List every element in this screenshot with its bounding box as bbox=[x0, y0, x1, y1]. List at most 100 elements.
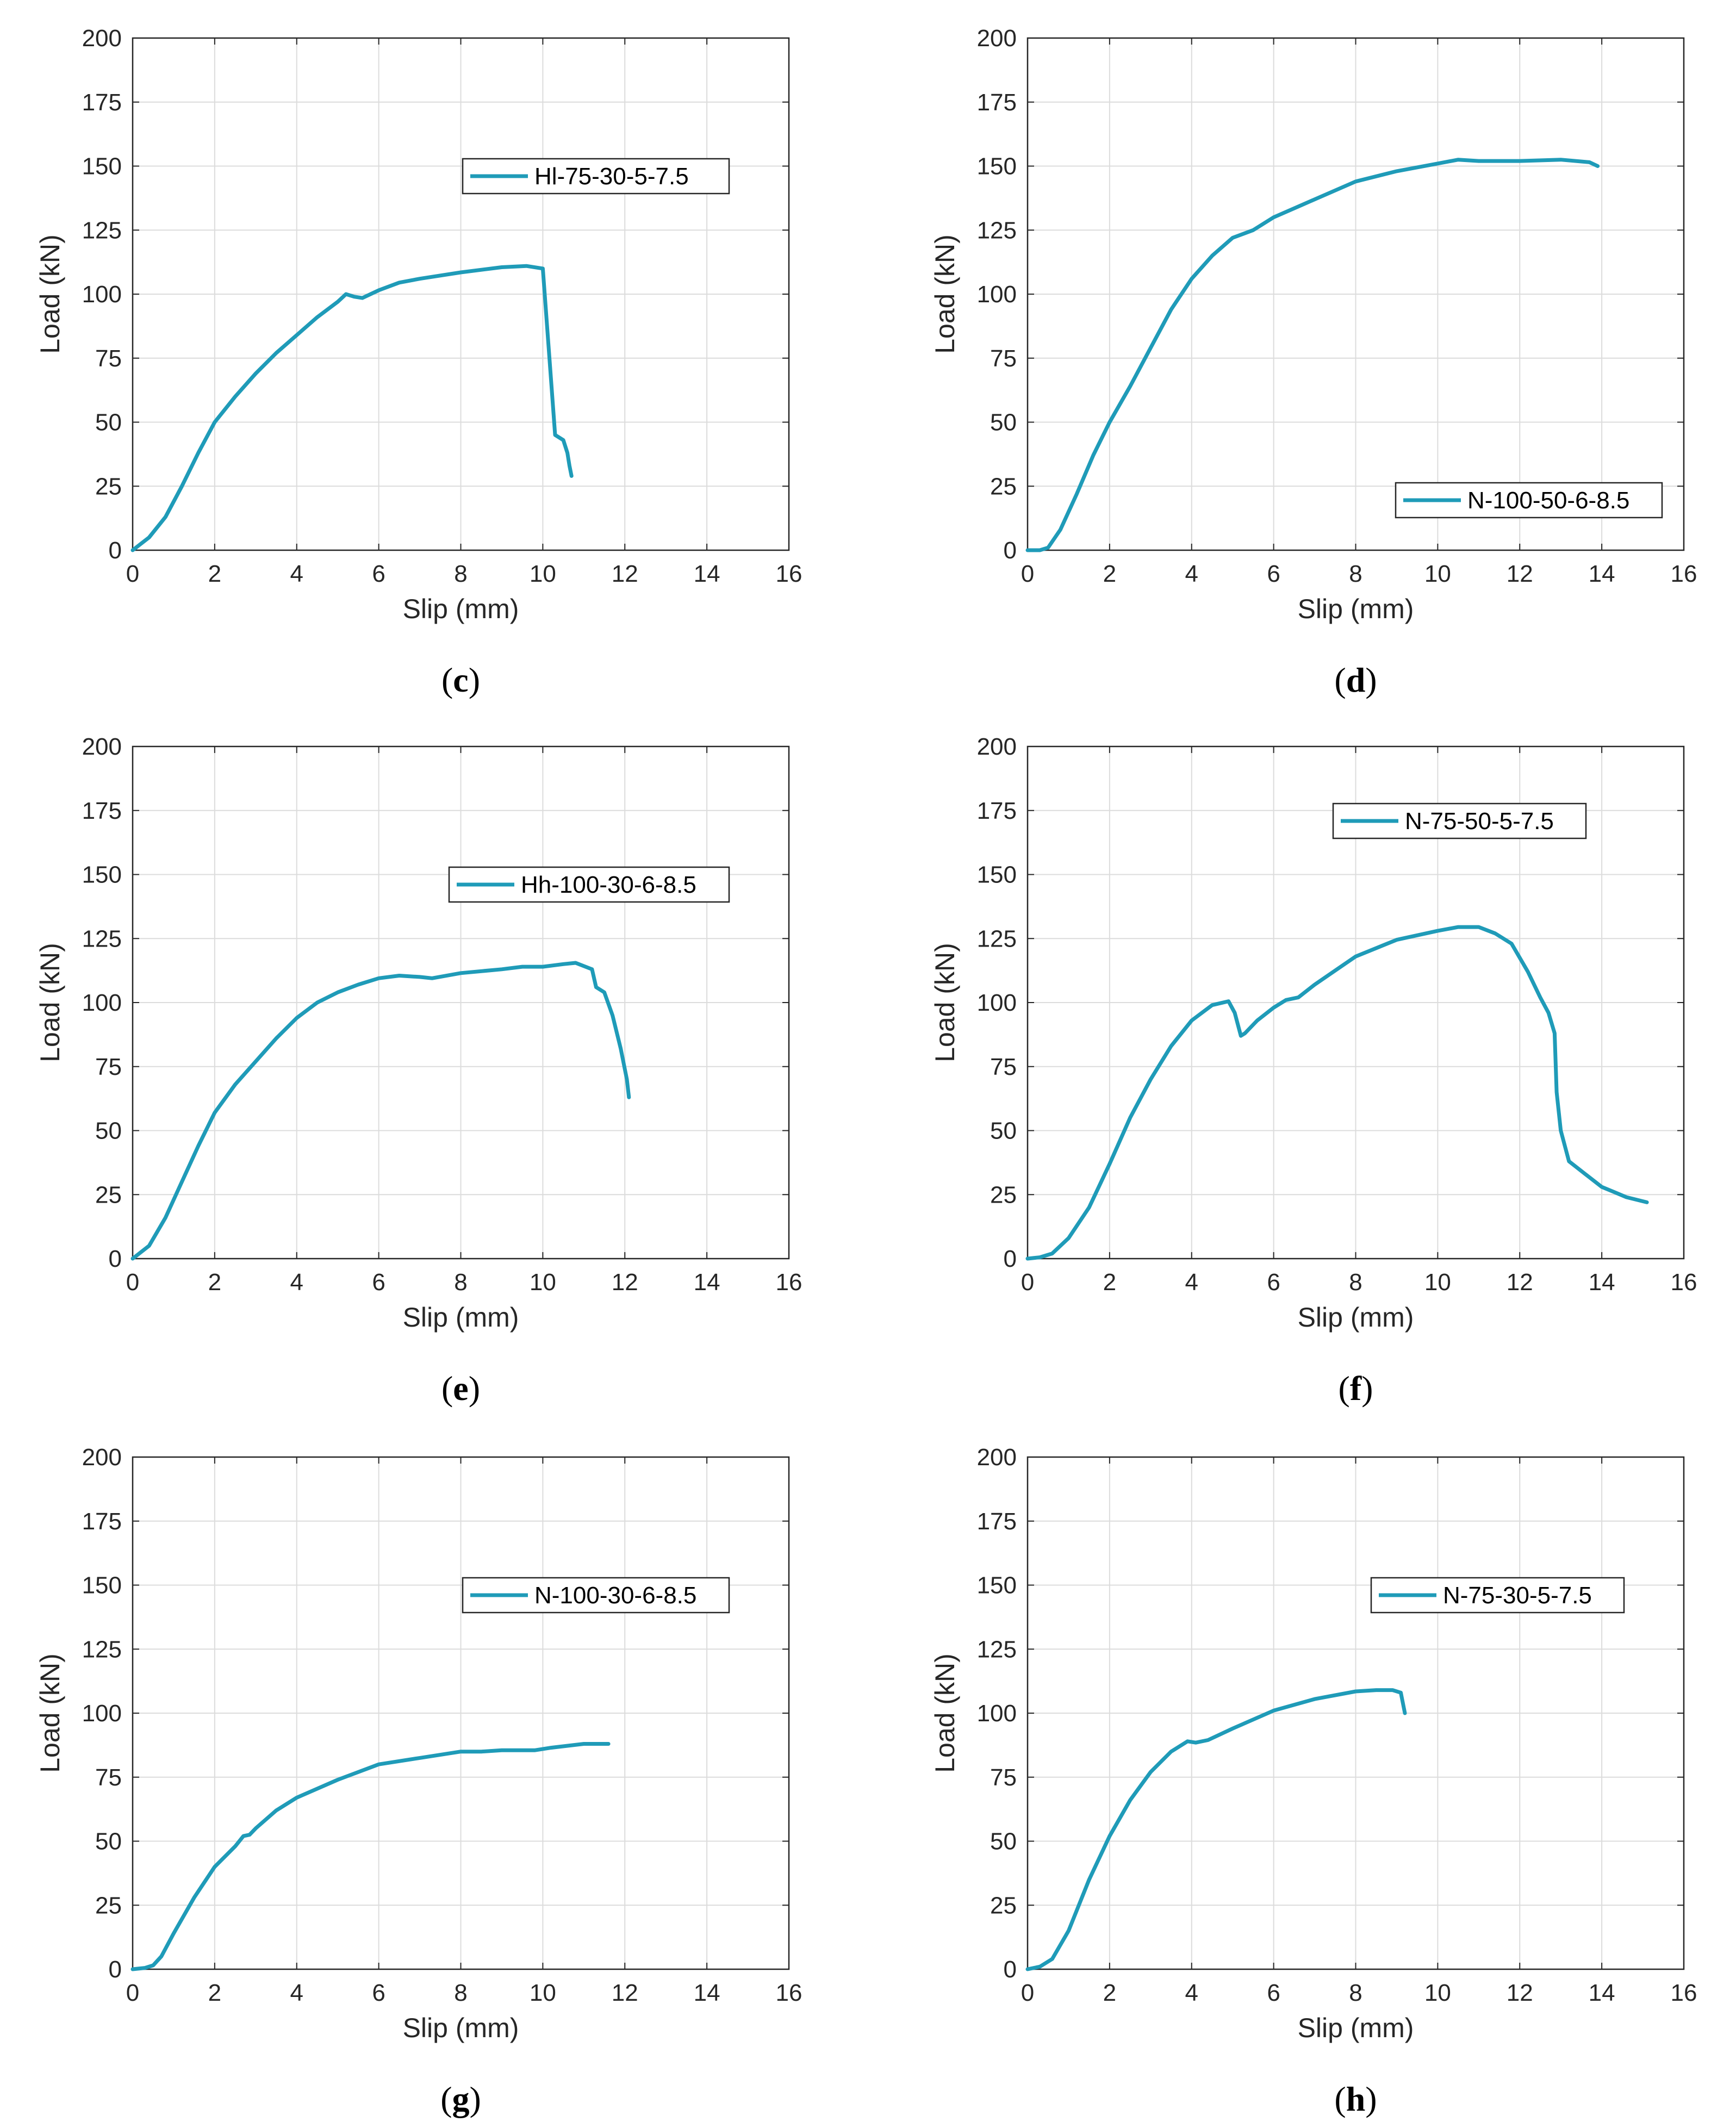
x-tick-label: 10 bbox=[530, 1980, 556, 2006]
y-tick-label: 150 bbox=[977, 1572, 1017, 1599]
axes-box bbox=[132, 37, 790, 551]
x-tick-label: 14 bbox=[1589, 1269, 1615, 1296]
x-axis-label: Slip (mm) bbox=[403, 1302, 519, 1333]
y-tick-label: 125 bbox=[977, 925, 1017, 952]
legend-label: N-75-30-5-7.5 bbox=[1443, 1582, 1592, 1609]
x-tick-label: 6 bbox=[372, 561, 385, 587]
y-tick-label: 50 bbox=[95, 1118, 122, 1144]
y-tick-label: 50 bbox=[95, 1828, 122, 1855]
y-tick-label: 125 bbox=[82, 1636, 122, 1663]
legend: Hl-75-30-5-7.5 bbox=[462, 158, 730, 195]
x-tick-label: 12 bbox=[612, 1980, 638, 2006]
legend: N-75-30-5-7.5 bbox=[1370, 1577, 1625, 1614]
x-tick-label: 4 bbox=[290, 1269, 303, 1296]
y-tick-label: 200 bbox=[82, 733, 122, 760]
legend: N-100-30-6-8.5 bbox=[462, 1577, 730, 1614]
y-tick-label: 0 bbox=[1004, 537, 1017, 564]
y-tick-label: 175 bbox=[82, 89, 122, 116]
x-tick-label: 16 bbox=[776, 1980, 802, 2006]
chart-panel-g: 0 2 4 6 8 10 12 14 16 0 25 50 75 100 125 150 175 200 Slip … bbox=[35, 1444, 802, 2118]
y-tick-label: 50 bbox=[95, 409, 122, 436]
y-tick-label: 175 bbox=[82, 1508, 122, 1535]
y-tick-label: 150 bbox=[82, 862, 122, 888]
panel-caption: (c) bbox=[441, 661, 480, 699]
y-tick-label: 25 bbox=[990, 473, 1017, 500]
x-axis-label: Slip (mm) bbox=[403, 594, 519, 624]
x-axis-label: Slip (mm) bbox=[1298, 594, 1414, 624]
y-tick-label: 50 bbox=[990, 1118, 1017, 1144]
x-tick-label: 2 bbox=[208, 1269, 221, 1296]
x-tick-label: 0 bbox=[1021, 1269, 1034, 1296]
series-line bbox=[1025, 1688, 1407, 1971]
series-line bbox=[130, 264, 574, 552]
x-tick-label: 16 bbox=[1671, 1269, 1697, 1296]
x-tick-label: 14 bbox=[694, 561, 720, 587]
y-axis-label: Load (kN) bbox=[930, 943, 960, 1062]
x-tick-label: 10 bbox=[530, 561, 556, 587]
x-tick-label: 8 bbox=[454, 1980, 467, 2006]
axes-box bbox=[132, 745, 790, 1260]
y-tick-label: 100 bbox=[977, 281, 1017, 308]
y-tick-label: 25 bbox=[95, 1892, 122, 1919]
y-axis-label: Load (kN) bbox=[930, 234, 960, 354]
legend-label: N-100-30-6-8.5 bbox=[534, 1582, 696, 1609]
x-tick-label: 14 bbox=[1589, 561, 1615, 587]
y-tick-label: 125 bbox=[977, 217, 1017, 244]
panel-caption-letter: e bbox=[453, 1369, 468, 1408]
y-tick-label: 200 bbox=[977, 733, 1017, 760]
y-tick-label: 100 bbox=[82, 281, 122, 308]
y-tick-label: 0 bbox=[109, 1246, 122, 1272]
x-tick-label: 8 bbox=[1349, 1269, 1362, 1296]
x-tick-label: 12 bbox=[1507, 561, 1533, 587]
y-tick-label: 75 bbox=[990, 1054, 1017, 1080]
y-tick-label: 150 bbox=[977, 862, 1017, 888]
series-line bbox=[130, 1742, 611, 1971]
x-tick-label: 12 bbox=[612, 1269, 638, 1296]
x-tick-label: 6 bbox=[1267, 1980, 1280, 2006]
x-tick-label: 4 bbox=[290, 561, 303, 587]
axes-box bbox=[1026, 37, 1685, 551]
x-tick-label: 8 bbox=[454, 1269, 467, 1296]
panel-caption-letter: h bbox=[1346, 2080, 1366, 2118]
y-axis-label: Load (kN) bbox=[35, 1653, 65, 1773]
x-tick-label: 14 bbox=[694, 1269, 720, 1296]
y-tick-label: 200 bbox=[977, 1444, 1017, 1471]
y-axis-label: Load (kN) bbox=[35, 943, 65, 1062]
legend-label: N-75-50-5-7.5 bbox=[1405, 808, 1554, 835]
x-tick-label: 6 bbox=[1267, 561, 1280, 587]
y-tick-label: 0 bbox=[109, 1956, 122, 1983]
x-axis-label: Slip (mm) bbox=[403, 2013, 519, 2043]
x-tick-label: 0 bbox=[126, 561, 139, 587]
panel-caption: (e) bbox=[441, 1369, 480, 1408]
y-tick-label: 50 bbox=[990, 409, 1017, 436]
series-line bbox=[130, 961, 631, 1261]
x-tick-label: 0 bbox=[1021, 561, 1034, 587]
panel-caption: (g) bbox=[440, 2080, 481, 2118]
chart-panel-d: 0 2 4 6 8 10 12 14 16 0 25 50 75 100 125 150 175 200 Slip … bbox=[930, 25, 1697, 699]
x-axis-label: Slip (mm) bbox=[1298, 1302, 1414, 1333]
y-tick-label: 25 bbox=[990, 1181, 1017, 1208]
panel-caption: (f) bbox=[1339, 1369, 1373, 1408]
y-tick-label: 175 bbox=[977, 798, 1017, 824]
x-tick-label: 2 bbox=[1103, 1980, 1116, 2006]
x-tick-label: 14 bbox=[1589, 1980, 1615, 2006]
y-tick-label: 175 bbox=[82, 798, 122, 824]
y-tick-label: 100 bbox=[82, 1700, 122, 1727]
y-tick-label: 175 bbox=[977, 1508, 1017, 1535]
legend: N-100-50-6-8.5 bbox=[1395, 482, 1663, 519]
y-tick-label: 150 bbox=[82, 1572, 122, 1599]
y-tick-label: 25 bbox=[990, 1892, 1017, 1919]
y-tick-label: 50 bbox=[990, 1828, 1017, 1855]
x-tick-label: 6 bbox=[372, 1980, 385, 2006]
x-tick-label: 16 bbox=[776, 561, 802, 587]
y-tick-label: 75 bbox=[95, 345, 122, 372]
x-tick-label: 2 bbox=[1103, 561, 1116, 587]
legend-label: N-100-50-6-8.5 bbox=[1467, 487, 1629, 514]
y-tick-label: 0 bbox=[1004, 1246, 1017, 1272]
x-tick-label: 6 bbox=[372, 1269, 385, 1296]
chart-panel-c: 0 2 4 6 8 10 12 14 16 0 25 50 75 100 125 150 175 200 Slip … bbox=[35, 25, 802, 699]
y-tick-label: 25 bbox=[95, 1181, 122, 1208]
panel-caption-letter: d bbox=[1346, 661, 1366, 699]
y-tick-label: 75 bbox=[95, 1764, 122, 1791]
x-tick-label: 2 bbox=[1103, 1269, 1116, 1296]
